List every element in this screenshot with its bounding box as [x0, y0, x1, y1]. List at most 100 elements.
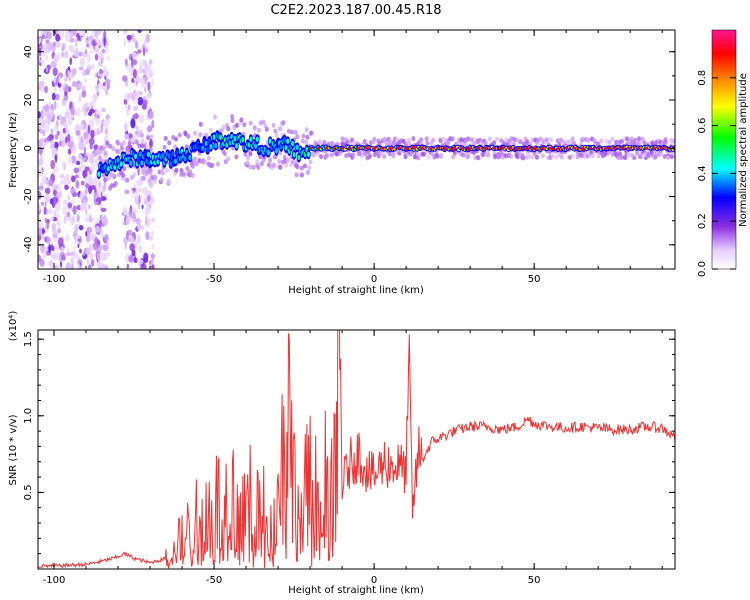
- noise-blob: [123, 38, 126, 47]
- noise-blob: [73, 167, 80, 174]
- halo-blob: [108, 143, 113, 149]
- spectrogram-xtick-label: 0: [371, 274, 377, 285]
- noise-blob: [53, 100, 57, 111]
- halo-blob: [259, 161, 264, 167]
- ridge-peak-dot: [476, 146, 480, 150]
- noise-blob: [53, 210, 57, 217]
- snr-ticks: -100 -50 0 50 0.5 1.0 1.5: [23, 330, 675, 586]
- noise-blob: [97, 120, 102, 124]
- halo-blob: [586, 137, 591, 143]
- ridge-peak-dot: [508, 146, 512, 150]
- snr-panel: -100 -50 0 50 0.5 1.0 1.5 Height of straight l…: [8, 311, 676, 596]
- halo-blob: [372, 136, 377, 142]
- halo-blob: [216, 161, 220, 167]
- halo-blob: [619, 155, 624, 160]
- spectrogram-panel: -100 -50 0 50 40 20 0 -20 -40 Height of straight…: [8, 29, 676, 296]
- noise-blob: [79, 202, 86, 212]
- ridge-core: [161, 152, 165, 159]
- noise-blob: [126, 214, 131, 225]
- noise-blob: [84, 77, 87, 84]
- ridge-peak-dot: [324, 146, 328, 150]
- ridge-peak-dot: [636, 146, 640, 150]
- ridge-core: [234, 143, 239, 149]
- halo-blob: [518, 139, 523, 145]
- halo-blob: [248, 120, 253, 126]
- noise-blob: [41, 175, 47, 186]
- noise-blob: [127, 104, 131, 111]
- noise-blob: [57, 220, 60, 227]
- ridge-peak-dot: [532, 146, 536, 150]
- halo-blob: [125, 146, 130, 152]
- noise-blob: [65, 136, 68, 144]
- noise-blob: [46, 236, 51, 245]
- noise-blob: [100, 191, 103, 202]
- halo-blob: [125, 177, 130, 183]
- halo-blob: [439, 152, 444, 158]
- noise-blob: [69, 135, 74, 143]
- ridge-core: [214, 142, 218, 149]
- noise-blob: [69, 46, 75, 54]
- halo-blob: [559, 154, 564, 160]
- halo-blob: [525, 139, 530, 145]
- ridge-core: [156, 159, 160, 165]
- halo-blob: [221, 124, 226, 130]
- halo-blob: [368, 153, 372, 159]
- halo-blob: [149, 134, 154, 140]
- noise-blob: [103, 65, 107, 76]
- noise-blob: [95, 108, 99, 115]
- noise-blob: [151, 119, 155, 129]
- spectrogram-ytick-label: 20: [23, 94, 34, 107]
- halo-blob: [120, 145, 124, 151]
- colorbar-tick-label: 0.4: [697, 165, 708, 181]
- halo-blob: [191, 163, 195, 169]
- halo-blob: [620, 138, 625, 144]
- noise-blob: [89, 48, 93, 55]
- colorbar-tick-label: 0.0: [697, 261, 708, 277]
- noise-blob: [44, 137, 47, 143]
- halo-blob: [461, 152, 466, 158]
- halo-blob: [274, 132, 279, 138]
- halo-blob: [466, 153, 471, 159]
- halo-blob: [470, 137, 474, 143]
- halo-blob: [540, 153, 545, 159]
- noise-blob: [125, 65, 131, 70]
- halo-blob: [515, 154, 520, 160]
- halo-blob: [268, 157, 273, 163]
- noise-blob: [54, 237, 58, 242]
- noise-blob: [88, 153, 95, 164]
- noise-blob: [59, 173, 65, 179]
- noise-blob: [64, 35, 70, 42]
- noise-blob: [128, 255, 134, 263]
- halo-blob: [322, 140, 327, 145]
- noise-blob: [91, 185, 96, 190]
- ridge-core: [140, 160, 144, 166]
- halo-blob: [459, 137, 464, 143]
- noise-blob: [102, 216, 109, 227]
- noise-blob: [87, 54, 91, 63]
- halo-blob: [383, 138, 388, 144]
- ridge-core: [292, 151, 296, 158]
- spectrogram-xtick-label: 50: [528, 274, 541, 285]
- noise-blob: [132, 91, 138, 99]
- noise-blob: [54, 242, 59, 252]
- halo-blob: [129, 175, 134, 181]
- noise-blob: [38, 147, 44, 154]
- noise-blob: [84, 188, 87, 198]
- noise-blob: [98, 186, 102, 195]
- halo-blob: [136, 132, 141, 138]
- ridge-core: [119, 161, 123, 167]
- noise-blob: [61, 99, 67, 107]
- noise-blob: [51, 92, 56, 101]
- ridge-peak-dot: [340, 146, 344, 150]
- noise-blob: [64, 91, 68, 96]
- halo-blob: [226, 126, 231, 132]
- noise-blob: [51, 215, 55, 222]
- noise-blob: [65, 84, 69, 93]
- noise-blob: [72, 192, 78, 197]
- halo-blob: [161, 170, 165, 176]
- noise-blob: [42, 142, 46, 150]
- noise-blob: [54, 263, 60, 269]
- halo-blob: [335, 151, 339, 157]
- halo-blob: [627, 150, 632, 156]
- noise-blob: [78, 94, 82, 104]
